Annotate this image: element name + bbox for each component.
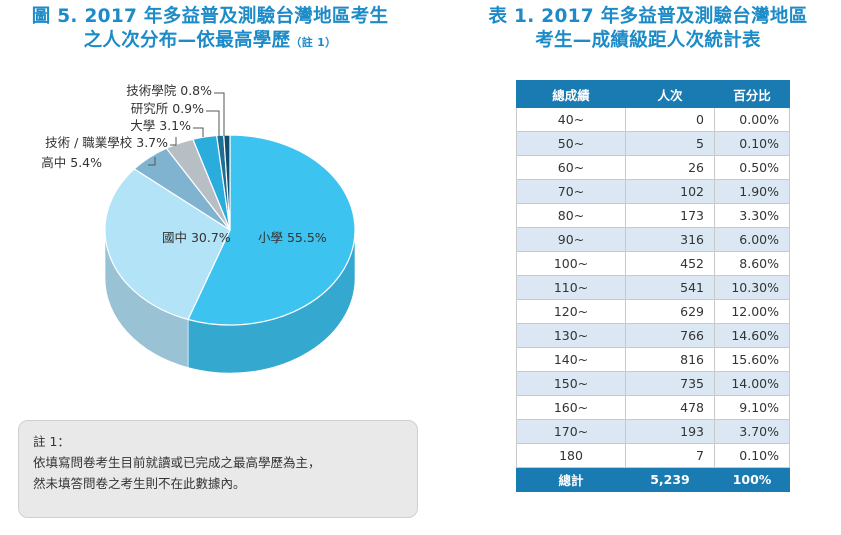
- cell-count: 541: [625, 275, 715, 300]
- figure-title-line2: 之人次分布—依最高學歷: [83, 30, 291, 51]
- pie-top: [104, 134, 356, 326]
- cell-percent: 8.60%: [714, 251, 790, 276]
- table-row: 60~ 26 0.50%: [516, 155, 790, 180]
- pie-label-4: 大學 3.1%: [130, 118, 191, 133]
- cell-score: 80~: [516, 203, 626, 228]
- cell-percent: 14.60%: [714, 323, 790, 348]
- leader-line-2: [148, 157, 156, 166]
- total-percent: 100%: [714, 467, 790, 492]
- footnote-box: 註 1： 依填寫問卷考生目前就讀或已完成之最高學歷為主， 然未填答問卷之考生則不…: [18, 420, 418, 518]
- cell-percent: 0.10%: [714, 443, 790, 468]
- cell-percent: 0.10%: [714, 131, 790, 156]
- table-row: 130~ 766 14.60%: [516, 323, 790, 348]
- table-title: 表 1. 2017 年多益普及測驗台灣地區 考生—成績級距人次統計表: [455, 5, 841, 53]
- cell-count: 7: [625, 443, 715, 468]
- leader-line-5: [206, 110, 220, 136]
- table-row: 40~ 0 0.00%: [516, 107, 790, 132]
- cell-count: 173: [625, 203, 715, 228]
- cell-score: 90~: [516, 227, 626, 252]
- cell-score: 60~: [516, 155, 626, 180]
- header-score: 總成績: [516, 80, 626, 108]
- table-row: 50~ 5 0.10%: [516, 131, 790, 156]
- table-title-line1: 表 1. 2017 年多益普及測驗台灣地區: [488, 6, 808, 27]
- cell-percent: 3.70%: [714, 419, 790, 444]
- cell-score: 130~: [516, 323, 626, 348]
- cell-score: 120~: [516, 299, 626, 324]
- pie-label-0: 小學 55.5%: [258, 230, 327, 245]
- cell-count: 735: [625, 371, 715, 396]
- leader-line-4: [193, 127, 204, 137]
- cell-score: 170~: [516, 419, 626, 444]
- cell-percent: 6.00%: [714, 227, 790, 252]
- pie-leaders: [148, 92, 225, 166]
- pie-chart: 小學 55.5% 國中 30.7% 高中 5.4% 技術 / 職業學校 3.7% 大學 …: [41, 83, 356, 374]
- cell-percent: 12.00%: [714, 299, 790, 324]
- leader-line-6: [214, 92, 225, 136]
- table-title-line2: 考生—成績級距人次統計表: [535, 30, 761, 51]
- cell-count: 193: [625, 419, 715, 444]
- cell-score: 50~: [516, 131, 626, 156]
- cell-score: 40~: [516, 107, 626, 132]
- cell-count: 5: [625, 131, 715, 156]
- pie-label-5: 研究所 0.9%: [131, 101, 204, 116]
- pie-label-3: 技術 / 職業學校 3.7%: [45, 135, 168, 150]
- cell-score: 70~: [516, 179, 626, 204]
- leader-line-3: [170, 137, 177, 146]
- footnote-line1: 依填寫問卷考生目前就讀或已完成之最高學歷為主，: [33, 455, 321, 470]
- header-percent: 百分比: [714, 80, 790, 108]
- cell-count: 102: [625, 179, 715, 204]
- pie-label-2: 高中 5.4%: [41, 155, 102, 170]
- pie-slice-1: [104, 168, 231, 321]
- cell-count: 26: [625, 155, 715, 180]
- cell-count: 816: [625, 347, 715, 372]
- total-label: 總計: [516, 467, 626, 492]
- table-row: 160~ 478 9.10%: [516, 395, 790, 420]
- cell-score: 100~: [516, 251, 626, 276]
- table-header-row: 總成績 人次 百分比: [516, 80, 790, 108]
- figure-title: 圖 5. 2017 年多益普及測驗台灣地區考生 之人次分布—依最高學歷（註 1）: [0, 5, 420, 55]
- table-row: 110~ 541 10.30%: [516, 275, 790, 300]
- total-count: 5,239: [625, 467, 715, 492]
- cell-count: 0: [625, 107, 715, 132]
- figure-title-note: （註 1）: [290, 36, 337, 49]
- footnote-line2: 然未填答問卷之考生則不在此數據內。: [33, 476, 246, 491]
- figure-title-line1: 圖 5. 2017 年多益普及測驗台灣地區考生: [31, 6, 389, 27]
- footnote-title: 註 1：: [33, 434, 70, 449]
- table-row: 80~ 173 3.30%: [516, 203, 790, 228]
- table-row: 70~ 102 1.90%: [516, 179, 790, 204]
- pie-label-1: 國中 30.7%: [162, 230, 231, 245]
- table-row: 100~ 452 8.60%: [516, 251, 790, 276]
- table-row: 140~ 816 15.60%: [516, 347, 790, 372]
- table-row: 120~ 629 12.00%: [516, 299, 790, 324]
- cell-score: 140~: [516, 347, 626, 372]
- cell-percent: 14.00%: [714, 371, 790, 396]
- table-row: 150~ 735 14.00%: [516, 371, 790, 396]
- table-row: 180 7 0.10%: [516, 443, 790, 468]
- cell-percent: 1.90%: [714, 179, 790, 204]
- cell-score: 110~: [516, 275, 626, 300]
- cell-score: 150~: [516, 371, 626, 396]
- cell-percent: 0.50%: [714, 155, 790, 180]
- table-row: 170~ 193 3.70%: [516, 419, 790, 444]
- cell-count: 478: [625, 395, 715, 420]
- cell-percent: 3.30%: [714, 203, 790, 228]
- table-total-row: 總計 5,239 100%: [516, 467, 790, 492]
- cell-score: 180: [516, 443, 626, 468]
- cell-score: 160~: [516, 395, 626, 420]
- cell-percent: 9.10%: [714, 395, 790, 420]
- cell-percent: 0.00%: [714, 107, 790, 132]
- pie-slice-0: [187, 134, 356, 326]
- cell-count: 452: [625, 251, 715, 276]
- pie-labels: 小學 55.5% 國中 30.7% 高中 5.4% 技術 / 職業學校 3.7% 大學 …: [41, 83, 327, 245]
- cell-percent: 10.30%: [714, 275, 790, 300]
- header-count: 人次: [625, 80, 715, 108]
- cell-count: 629: [625, 299, 715, 324]
- pie-label-6: 技術學院 0.8%: [126, 83, 212, 98]
- cell-count: 316: [625, 227, 715, 252]
- score-table: 總成績 人次 百分比 40~ 0 0.00% 50~ 5 0.10% 60~ 26 0.50% 7…: [516, 80, 790, 492]
- cell-percent: 15.60%: [714, 347, 790, 372]
- cell-count: 766: [625, 323, 715, 348]
- table-row: 90~ 316 6.00%: [516, 227, 790, 252]
